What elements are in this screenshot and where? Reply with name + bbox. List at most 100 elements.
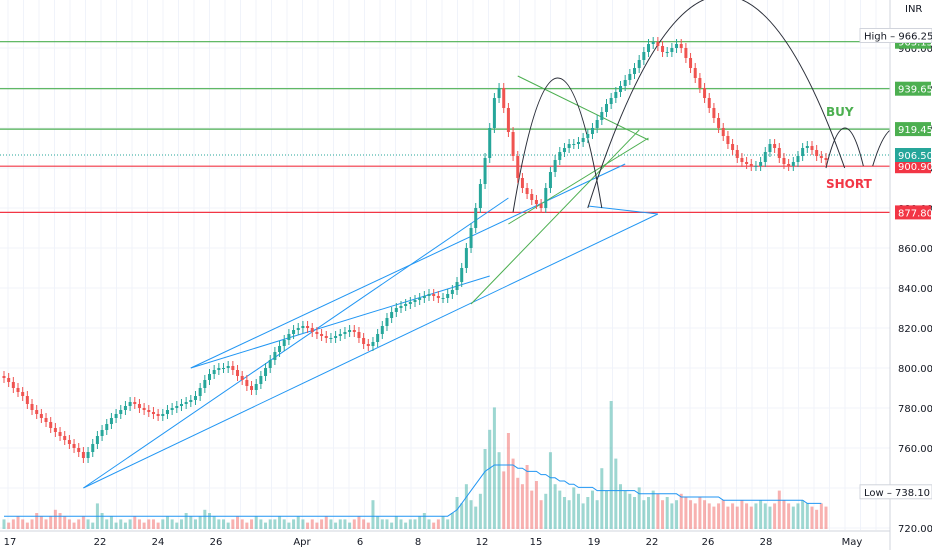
candle-body: [142, 408, 146, 410]
candle-body: [296, 328, 300, 330]
volume-bar: [721, 500, 725, 529]
candle-body: [661, 46, 665, 52]
candle-body: [614, 92, 618, 98]
volume-bar: [432, 522, 436, 529]
channel-tail-line[interactable]: [587, 205, 658, 215]
candle-body: [404, 304, 408, 306]
volume-bar: [306, 522, 310, 529]
volume-bar: [572, 487, 576, 529]
candle-body: [301, 326, 305, 328]
time-axis[interactable]: 17 22 24 26 Apr 6 8 12 15 19 22 26 28 May: [0, 530, 890, 548]
volume-bar: [245, 522, 249, 529]
candle-body: [422, 296, 426, 298]
volume-bar: [698, 497, 702, 529]
volume-bar: [63, 516, 67, 529]
candle-body: [208, 374, 211, 380]
candle-body: [548, 172, 552, 188]
volume-bar: [259, 519, 263, 529]
small-arc-1[interactable]: [825, 127, 864, 169]
candle-body: [455, 282, 459, 290]
volume-bar: [334, 522, 338, 529]
volume-bar: [763, 503, 767, 529]
candle-body: [432, 294, 436, 296]
candle-body: [586, 134, 590, 138]
candle-body: [791, 162, 795, 166]
volume-bar: [464, 484, 468, 529]
candle-body: [712, 108, 716, 118]
volume-bar: [796, 503, 800, 529]
candle-body: [324, 336, 328, 338]
volume-bar: [488, 429, 492, 529]
candle-body: [11, 382, 15, 388]
price-axis[interactable]: 720.00740.00760.00780.00800.00820.00840.…: [859, 0, 932, 550]
candle-body: [165, 410, 169, 414]
channel-lower-line[interactable]: [83, 197, 509, 489]
volume-bar: [773, 503, 777, 529]
candle-body: [35, 410, 39, 414]
candle-body: [675, 44, 679, 48]
annotation-buy: BUY: [826, 105, 854, 119]
volume-bar: [25, 522, 29, 529]
volume-bar: [801, 500, 805, 529]
volume-bar: [745, 503, 749, 529]
price-tick-label: 820.00: [898, 324, 932, 335]
triangle-top-line[interactable]: [517, 75, 649, 141]
volume-bar: [133, 516, 137, 529]
volume-bar: [343, 519, 347, 529]
volume-bar: [460, 503, 464, 529]
volume-bar: [208, 513, 211, 529]
candle-body: [109, 418, 113, 424]
volume-bar: [502, 471, 506, 529]
volume-bar: [740, 500, 744, 529]
volume-bar: [689, 500, 693, 529]
volume-bar: [198, 516, 202, 529]
channel-upper-line[interactable]: [190, 275, 490, 369]
candle-body: [366, 344, 370, 346]
volume-bar: [394, 516, 398, 529]
candle-body: [189, 400, 193, 402]
trend-drawings[interactable]: [83, 0, 920, 489]
time-tick-label: 15: [530, 537, 543, 548]
annotation-short: SHORT: [826, 177, 873, 191]
candle-body: [796, 156, 800, 162]
volume-bar: [338, 519, 342, 529]
volume-bar: [231, 519, 235, 529]
candle-body: [198, 388, 202, 396]
price-tick-label: 860.00: [898, 244, 932, 255]
volume-bar: [520, 484, 524, 529]
candle-body: [81, 452, 85, 458]
candle-body: [399, 306, 403, 308]
volume-bar: [380, 519, 384, 529]
volume-bar: [539, 500, 543, 529]
level-value: 939.65: [898, 85, 932, 96]
time-tick-label: 24: [152, 537, 165, 548]
volume-bar: [273, 519, 277, 529]
candle-body: [684, 48, 688, 58]
volume-bar: [278, 516, 282, 529]
time-tick-label: 8: [415, 537, 421, 548]
triangle-bottom-line[interactable]: [508, 137, 649, 225]
volume-bar: [165, 516, 169, 529]
volume-bar: [474, 506, 478, 529]
channel-support-line[interactable]: [83, 213, 659, 489]
cup-arc-left[interactable]: [512, 77, 603, 213]
volume-bar: [595, 500, 599, 529]
candle-body: [77, 448, 81, 452]
uptrend-line[interactable]: [470, 129, 640, 305]
candle-body: [511, 132, 515, 156]
candle-body: [278, 346, 282, 352]
volume-bars: [2, 401, 828, 529]
candle-body: [600, 112, 604, 120]
volume-bar: [240, 519, 244, 529]
candle-body: [516, 156, 520, 178]
candle-body: [390, 312, 394, 318]
volume-bar: [684, 497, 688, 529]
rounding-top-arc[interactable]: [587, 0, 846, 209]
candle-body: [91, 444, 95, 452]
horizontal-levels[interactable]: [0, 41, 890, 213]
candle-body: [100, 430, 104, 436]
channel-mid-line[interactable]: [190, 163, 626, 369]
candle-body: [282, 340, 286, 346]
price-tick-label: 780.00: [898, 404, 932, 415]
